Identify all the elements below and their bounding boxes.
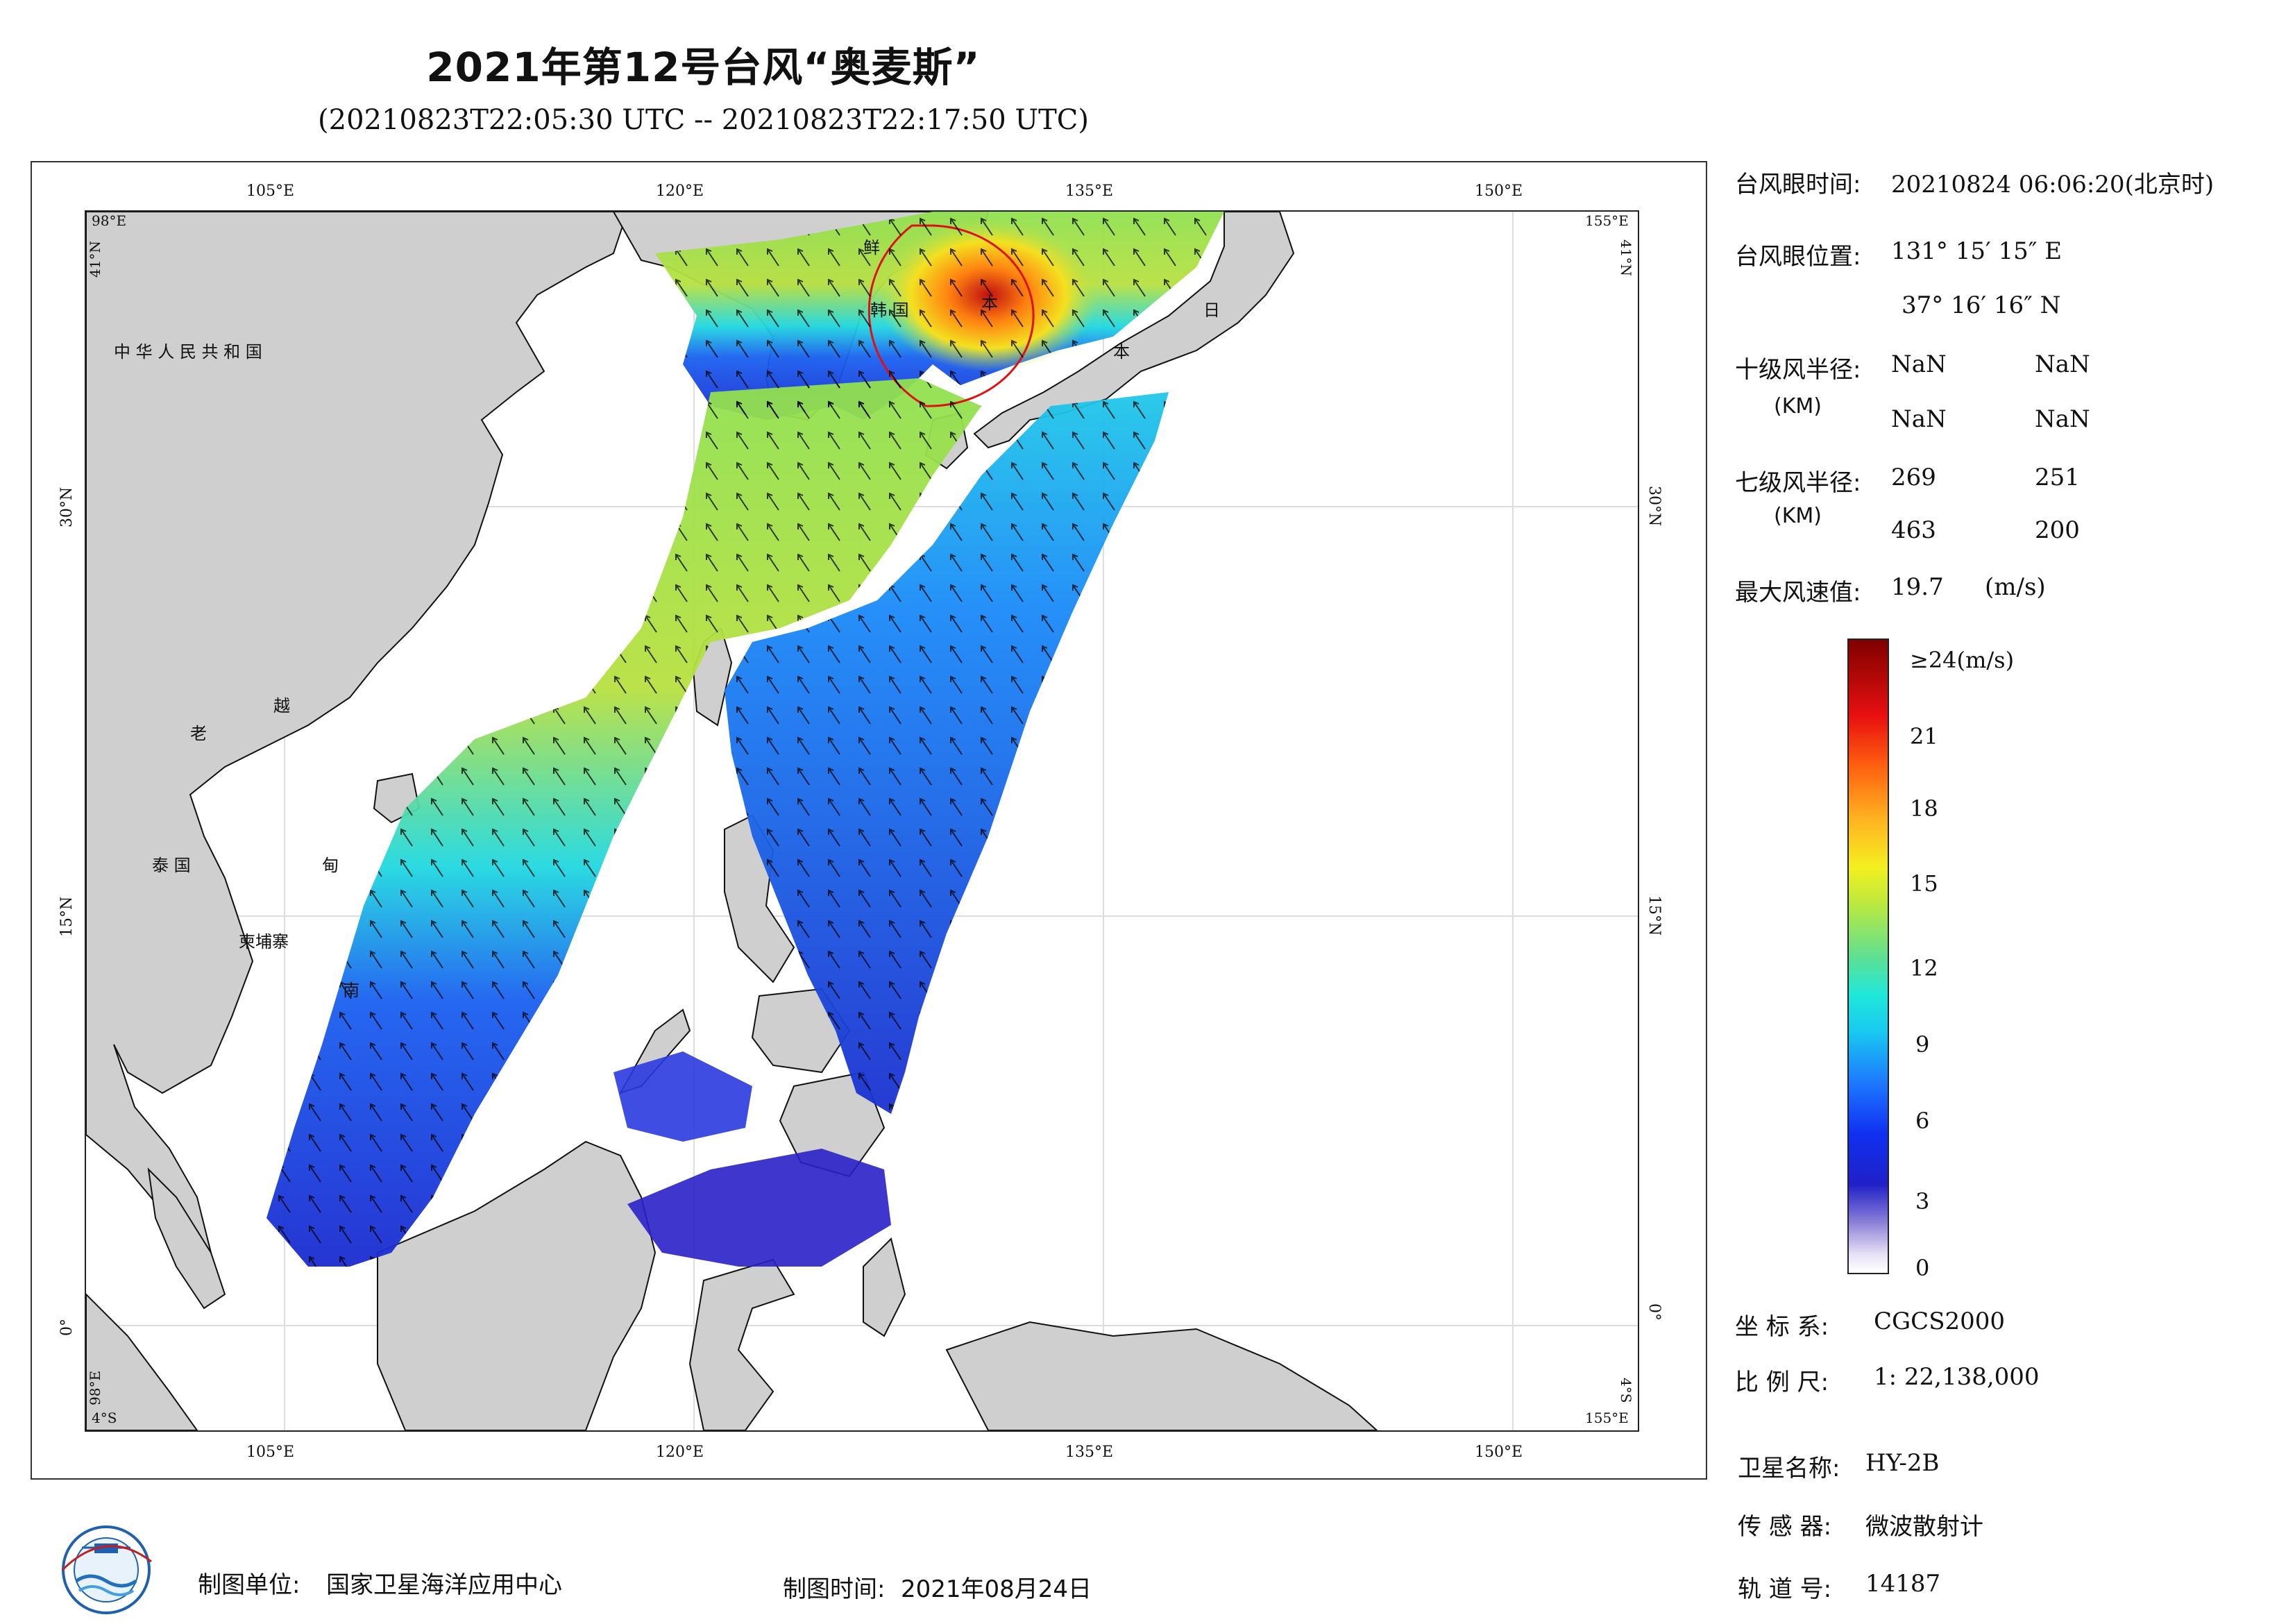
map-subtitle: (20210823T22:05:30 UTC -- 20210823T22:17… — [318, 104, 1089, 136]
sumatra — [86, 1293, 198, 1430]
right-tick-30n: 30°N — [1645, 486, 1663, 527]
new-guinea — [945, 1321, 1378, 1430]
corner-tr-lon: 155°E — [1585, 212, 1629, 229]
top-tick-135: 135°E — [1065, 183, 1114, 200]
max-wind-value: 19.7 — [1891, 573, 1944, 601]
label-japan-2: 本 — [1113, 342, 1130, 362]
producer-value: 国家卫星海洋应用中心 — [326, 1571, 562, 1599]
corner-bl-lat: 4°S — [92, 1410, 117, 1426]
max-wind-unit: (m/s) — [1985, 573, 2046, 601]
colorbar-tick-9: 9 — [1915, 1031, 1930, 1058]
eye-pos-label: 台风眼位置: — [1735, 243, 1861, 271]
map-canvas: 中 华 人 民 共 和 国 老 越 南 泰 国 柬埔寨 甸 鲜 韩 国 日 本 … — [86, 212, 1638, 1430]
crs-value: CGCS2000 — [1874, 1308, 2006, 1335]
scale-value: 1: 22,138,000 — [1874, 1363, 2040, 1391]
r7-unit: (KM) — [1774, 504, 1822, 528]
bottom-tick-150: 150°E — [1475, 1444, 1523, 1461]
colorbar-tick-3: 3 — [1915, 1188, 1930, 1215]
borneo — [377, 1140, 657, 1430]
date-label: 制图时间: — [783, 1575, 886, 1603]
halmahera — [863, 1237, 906, 1337]
bottom-tick-120: 120°E — [656, 1444, 704, 1461]
r10-value-3: NaN — [1891, 405, 1947, 433]
colorbar-tick-21: 21 — [1910, 723, 1938, 750]
corner-tr-lat: 41°N — [1618, 239, 1634, 276]
satellite-value: HY-2B — [1865, 1449, 1940, 1477]
japan — [973, 212, 1295, 449]
wind-field-map: 中 华 人 民 共 和 国 老 越 南 泰 国 柬埔寨 甸 鲜 韩 国 日 本 … — [85, 210, 1639, 1432]
bottom-tick-105: 105°E — [246, 1444, 295, 1461]
label-vietnam-1: 越 — [273, 696, 290, 716]
orbit-value: 14187 — [1865, 1570, 1941, 1598]
sensor-value: 微波散射计 — [1865, 1513, 1983, 1541]
swath-south — [627, 1149, 891, 1267]
eye-lat-value: 37° 16′ 16″ N — [1902, 291, 2061, 319]
corner-tl-lon: 98°E — [92, 212, 126, 229]
label-korea-north: 鲜 — [863, 238, 880, 257]
label-cambodia: 柬埔寨 — [239, 932, 289, 951]
label-japan-1: 日 — [1203, 301, 1220, 320]
r10-value-2: NaN — [2035, 350, 2090, 378]
right-tick-15n: 15°N — [1645, 895, 1663, 936]
r10-unit: (KM) — [1774, 394, 1822, 418]
label-china: 中 华 人 民 共 和 国 — [114, 342, 262, 362]
left-tick-30n: 30°N — [58, 487, 76, 527]
swath-sulu — [613, 1051, 752, 1142]
map-frame — [31, 161, 1707, 1480]
left-tick-15n: 15°N — [58, 896, 76, 937]
colorbar-tick-12: 12 — [1910, 955, 1938, 981]
corner-br-lat: 4°S — [1618, 1378, 1634, 1403]
top-tick-120: 120°E — [656, 183, 704, 200]
label-ben: 本 — [981, 294, 998, 313]
r7-label: 七级风半径: — [1735, 469, 1861, 497]
corner-br-lon: 155°E — [1585, 1410, 1629, 1426]
corner-tl-lat: 41°N — [87, 241, 103, 278]
label-thailand: 泰 国 — [152, 856, 191, 875]
r7-value-3: 463 — [1891, 516, 1936, 544]
colorbar-tick-6: 6 — [1915, 1108, 1930, 1134]
nsoas-logo-icon — [54, 1520, 158, 1624]
satellite-label: 卫星名称: — [1738, 1455, 1840, 1482]
corner-labels: 98°E 155°E 4°S 155°E — [92, 212, 1629, 1426]
colorbar-tick-18: 18 — [1910, 795, 1938, 822]
crs-label: 坐 标 系: — [1735, 1313, 1829, 1341]
eye-time-label: 台风眼时间: — [1735, 171, 1861, 198]
scale-label: 比 例 尺: — [1735, 1369, 1829, 1396]
wind-swaths — [266, 212, 1224, 1267]
sensor-label: 传 感 器: — [1738, 1513, 1832, 1541]
top-tick-150: 150°E — [1475, 183, 1523, 200]
country-labels: 中 华 人 民 共 和 国 老 越 南 泰 国 柬埔寨 甸 鲜 韩 国 日 本 … — [114, 238, 1220, 1000]
r10-label: 十级风半径: — [1735, 356, 1861, 384]
orbit-label: 轨 道 号: — [1738, 1575, 1832, 1603]
colorbar-tick-15: 15 — [1910, 870, 1938, 897]
right-tick-0: 0° — [1645, 1303, 1663, 1321]
r7-value-1: 269 — [1891, 464, 1936, 491]
corner-bl-lon: 98°E — [87, 1371, 103, 1405]
colorbar-tick-0: 0 — [1915, 1255, 1930, 1281]
label-laos: 老 — [190, 724, 207, 743]
asia-mainland — [86, 212, 629, 1295]
top-tick-105: 105°E — [246, 183, 295, 200]
r7-value-2: 251 — [2035, 464, 2080, 491]
eye-time-value: 20210824 06:06:20(北京时) — [1891, 171, 2214, 198]
map-title: 2021年第12号台风“奥麦斯” — [426, 44, 981, 91]
label-korea-south: 韩 国 — [870, 301, 909, 320]
r10-value-4: NaN — [2035, 405, 2090, 433]
bottom-tick-135: 135°E — [1065, 1444, 1114, 1461]
eye-lon-value: 131° 15′ 15″ E — [1891, 237, 2063, 265]
max-wind-label: 最大风速值: — [1735, 579, 1861, 607]
label-vietnam-2: 南 — [343, 981, 359, 1000]
date-value: 2021年08月24日 — [901, 1575, 1092, 1603]
sulawesi — [688, 1258, 795, 1430]
producer-label: 制图单位: — [198, 1571, 300, 1599]
r10-value-1: NaN — [1891, 350, 1947, 378]
colorbar-top-label: ≥24(m/s) — [1910, 647, 2015, 673]
r7-value-4: 200 — [2035, 516, 2080, 544]
malay-peninsula — [147, 1167, 226, 1310]
wind-speed-colorbar — [1847, 638, 1889, 1274]
left-tick-0: 0° — [58, 1319, 76, 1336]
label-dian: 甸 — [322, 856, 339, 875]
